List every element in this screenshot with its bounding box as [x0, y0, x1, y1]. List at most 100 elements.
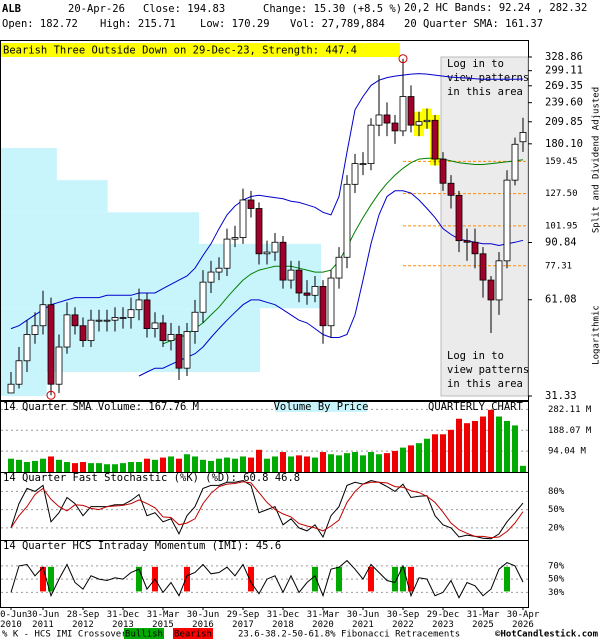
volume-bar: [312, 457, 318, 472]
panel-title: 14 Quarter SMA Volume: 167.76 M: [3, 401, 199, 413]
sma-legend: 20 Quarter SMA: 161.37: [404, 18, 543, 30]
volume-bar: [520, 465, 526, 472]
crossover-bar: [40, 566, 46, 592]
volume-by-price-bar: [1, 243, 321, 277]
volume-bar: [176, 458, 182, 472]
volume-bar: [368, 452, 374, 472]
vbp-label-bg: [275, 402, 367, 412]
candle-body: [63, 314, 71, 348]
volume-bar: [32, 460, 38, 472]
candle-body: [143, 299, 151, 329]
y-tick-label: 70%: [548, 561, 565, 571]
candle-body: [279, 241, 287, 281]
volume-bar: [200, 459, 206, 472]
candle-body: [79, 325, 87, 342]
candle-body: [359, 163, 367, 166]
candle-body: [199, 281, 207, 313]
candle-body: [135, 299, 143, 311]
y-tick-label: 239.60: [545, 97, 583, 109]
volume-bar: [64, 462, 70, 472]
y-tick-label: 90.84: [545, 237, 577, 249]
candle-body: [247, 199, 255, 209]
bands-legend: 20,2 HC Bands: 92.24 , 282.32: [404, 2, 587, 14]
volume-bar: [128, 462, 134, 472]
candle-body: [95, 319, 103, 322]
panel-label: QUARTERLY CHART: [428, 401, 524, 413]
y-tick-label: 299.11: [545, 65, 583, 77]
candle-body: [151, 322, 159, 329]
crossover-bar: [504, 566, 510, 592]
volume-bar: [392, 450, 398, 472]
candle-body: [431, 119, 439, 160]
pattern-overlay: [440, 56, 529, 397]
candle-body: [375, 114, 383, 126]
candle-body: [503, 179, 511, 262]
y-tick-label: 50%: [548, 505, 565, 515]
volume-bar: [440, 434, 446, 472]
x-tick-label: 30-Apr 2026: [507, 610, 540, 630]
volume-bar: [184, 454, 190, 472]
y-tick-label: 209.85: [545, 116, 583, 128]
candle-body: [343, 183, 351, 258]
volume-bar: [24, 462, 30, 472]
open: Open: 182.72: [2, 18, 78, 30]
x-tick-label: 29-Sep 2017: [227, 610, 260, 630]
panel-title: 14 Quarter Fast Stochastic (%K) (%D): 60…: [3, 472, 300, 484]
candle-body: [463, 240, 471, 243]
candle-body: [239, 199, 247, 238]
candle-body: [511, 143, 519, 181]
y-tick-label: 31.33: [545, 390, 577, 402]
volume-bar: [472, 420, 478, 472]
symbol: ALB: [2, 3, 21, 15]
x-tick-label: 30-Jun 2021: [347, 610, 380, 630]
volume-bar: [160, 457, 166, 472]
volume-bar: [48, 456, 54, 472]
volume-bar: [224, 457, 230, 472]
axis-label: Split and Dividend Adjusted: [592, 87, 600, 233]
volume-bar: [416, 443, 422, 472]
imi-line: [10, 559, 524, 599]
candle-body: [495, 260, 503, 301]
high-marker: [398, 54, 408, 64]
bearish-label: Bearish: [174, 630, 212, 640]
volume-bar: [288, 456, 294, 472]
y-tick-label: 50%: [548, 575, 565, 585]
volume-bar: [256, 449, 262, 472]
y-tick-label: 94.04 M: [548, 447, 587, 457]
candle-body: [327, 277, 335, 327]
candle-body: [223, 238, 231, 269]
candle-body: [335, 256, 343, 279]
volume-bar: [280, 452, 286, 472]
candle-body: [455, 194, 463, 242]
candle-body: [319, 285, 327, 327]
candle-body: [215, 267, 223, 273]
volume-bar: [56, 459, 62, 472]
crossover-bar: [336, 566, 342, 592]
candle-body: [31, 325, 39, 335]
notice: Log in to view patterns in this area: [447, 58, 529, 98]
volume-bar: [512, 425, 518, 472]
candle-body: [295, 269, 303, 294]
volume-bar: [96, 463, 102, 472]
volume-bar: [336, 455, 342, 472]
volume-bar: [16, 459, 22, 472]
candle-body: [271, 241, 279, 253]
bearish-bg: [173, 628, 213, 639]
candle-body: [367, 124, 375, 165]
volume-bar: [384, 453, 390, 472]
volume-bar: [432, 434, 438, 472]
volume-bar: [400, 447, 406, 472]
candle-body: [103, 319, 111, 322]
stochastic-line: [10, 479, 524, 540]
volume-bar: [152, 459, 158, 472]
x-tick-label: 30-Sep 2022: [387, 610, 420, 630]
band-upper: [10, 73, 524, 330]
volume-bar: [352, 452, 358, 472]
volume-bar: [208, 460, 214, 472]
volume-bar: [40, 458, 46, 472]
crossover-bar: [392, 566, 398, 592]
x-tick-label: 31-Mar 2020: [307, 610, 340, 630]
stochastic-line: [10, 481, 524, 539]
panel: [0, 472, 529, 541]
